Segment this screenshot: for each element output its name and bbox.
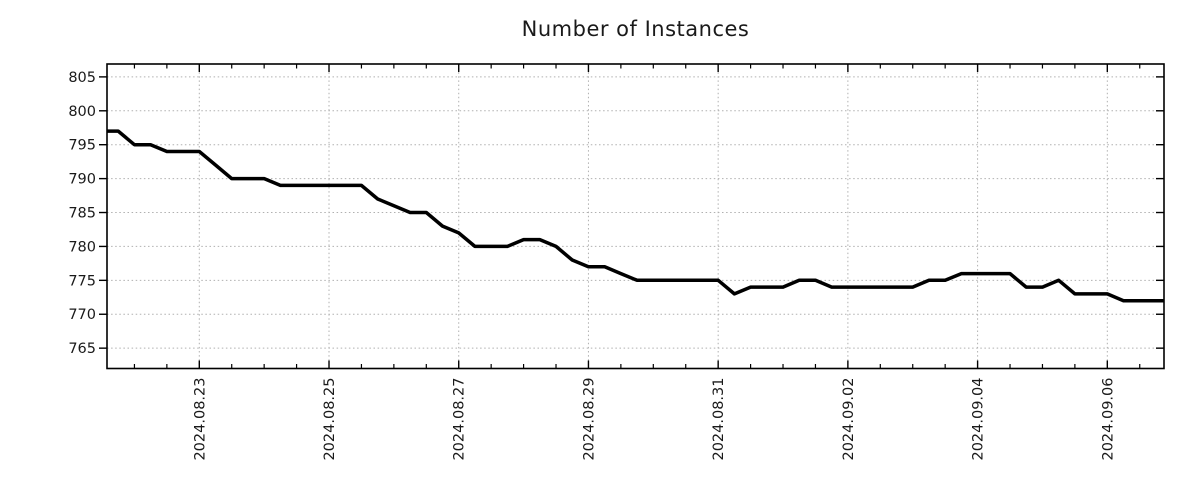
y-tick-label: 805 [68, 70, 96, 86]
x-tick-label: 2024.08.27 [452, 378, 468, 461]
x-tick-label: 2024.09.02 [841, 378, 857, 461]
y-tick-label: 795 [68, 138, 96, 154]
chart-title: Number of Instances [521, 17, 750, 41]
instances-series-line [107, 129, 1164, 303]
x-tick-label: 2024.08.23 [192, 378, 208, 461]
y-tick-label: 780 [68, 239, 96, 255]
y-tick-label: 765 [68, 341, 96, 357]
x-tick-label: 2024.09.04 [971, 377, 987, 460]
y-tick-label: 775 [68, 273, 96, 289]
x-tick-label: 2024.08.29 [581, 378, 597, 461]
x-tick-label: 2024.09.06 [1100, 378, 1116, 461]
y-tick-label: 790 [68, 172, 96, 188]
y-tick-label: 785 [68, 206, 96, 222]
y-tick-label: 800 [68, 104, 96, 120]
x-tick-label: 2024.08.25 [322, 378, 338, 461]
x-tick-label: 2024.08.31 [711, 378, 727, 461]
plot-border [106, 63, 1165, 370]
y-tick-label: 770 [68, 307, 96, 323]
